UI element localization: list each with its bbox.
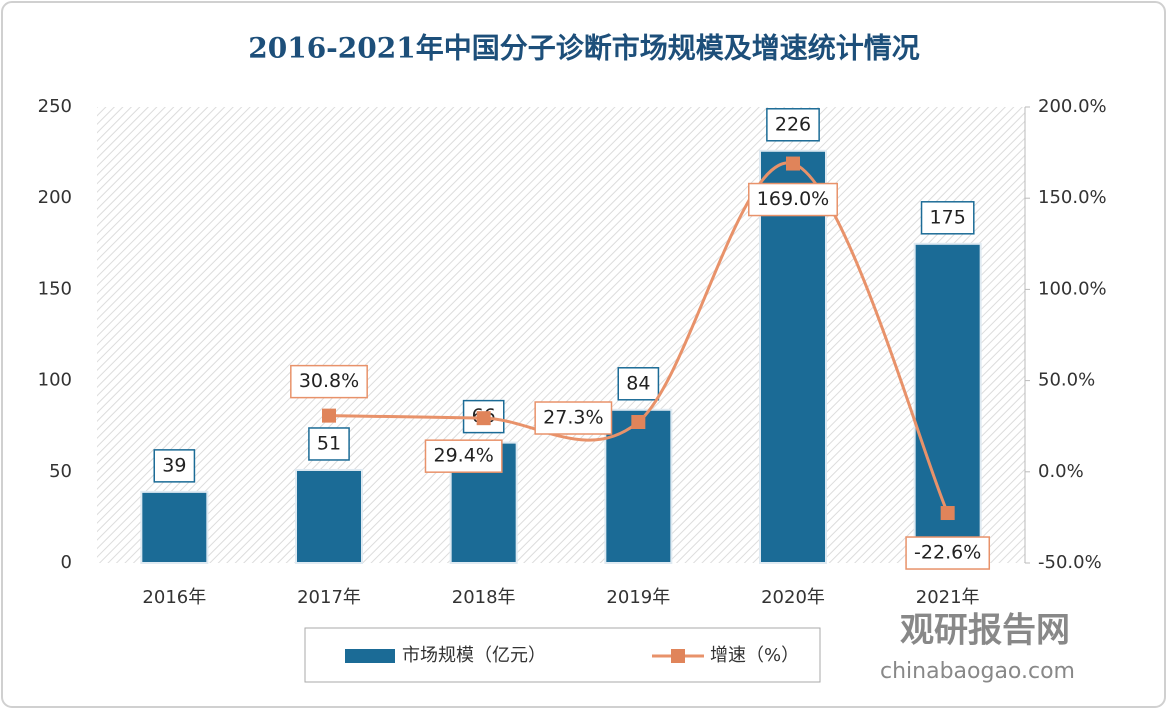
x-tick-label: 2016年 <box>142 587 206 608</box>
growth-value-label-group: -22.6% <box>905 536 991 570</box>
bar-value-label-group: 84 <box>617 367 660 401</box>
bar-value-label: 226 <box>775 113 811 135</box>
chart-title: 2016-2021年中国分子诊断市场规模及增速统计情况 <box>248 32 919 65</box>
plot-area <box>97 107 1025 563</box>
watermark-url: chinabaogao.com <box>880 659 1075 684</box>
bar-value-label: 84 <box>626 372 650 394</box>
legend-label: 市场规模（亿元） <box>402 645 546 666</box>
y-tick-label: 250 <box>38 96 72 117</box>
bar-value-label-group: 226 <box>766 108 820 142</box>
growth-marker <box>322 408 336 423</box>
y-tick-label: 0 <box>61 552 72 573</box>
bar-value-label-group: 51 <box>308 427 350 461</box>
y2-tick-label: 200.0% <box>1038 96 1107 117</box>
x-tick-label: 2017年 <box>297 587 361 608</box>
y-tick-label: 150 <box>38 278 72 299</box>
y2-tick-label: 100.0% <box>1038 278 1107 299</box>
growth-value-label-group: 30.8% <box>290 364 368 399</box>
growth-marker <box>786 156 800 171</box>
x-tick-label: 2020年 <box>761 587 825 608</box>
growth-value-label: 169.0% <box>757 188 829 210</box>
growth-value-label-group: 169.0% <box>748 182 838 217</box>
growth-value-label-box <box>424 439 503 473</box>
bar-value-label: 175 <box>930 206 966 228</box>
y2-tick-label: -50.0% <box>1038 552 1102 573</box>
growth-line <box>328 161 950 514</box>
y2-tick-label: 50.0% <box>1038 370 1095 391</box>
watermark-brand: 观研报告网 <box>900 611 1070 651</box>
growth-value-label-group: 29.4% <box>424 439 503 473</box>
growth-marker <box>940 506 955 521</box>
y-tick-label: 200 <box>38 187 72 208</box>
growth-value-label-box <box>905 536 991 570</box>
bar-value-label-group: 39 <box>153 449 196 483</box>
bar <box>759 149 827 564</box>
y-tick-label: 50 <box>49 461 72 482</box>
legend-label: 增速（%） <box>710 645 799 666</box>
bar-value-label-box <box>153 449 196 483</box>
growth-value-label-box <box>290 364 368 399</box>
y2-tick-label: 0.0% <box>1038 461 1084 482</box>
growth-value-label-box <box>748 182 838 217</box>
bar-value-label: 39 <box>162 454 186 476</box>
bar <box>140 490 209 565</box>
y2-tick-label: 150.0% <box>1038 187 1107 208</box>
growth-value-label: 27.3% <box>543 407 603 429</box>
x-tick-label: 2021年 <box>916 587 980 608</box>
legend-swatch-bar <box>345 649 395 663</box>
bar-value-label-box <box>766 108 820 142</box>
growth-value-label-group: 27.3% <box>534 401 613 435</box>
growth-value-label: 30.8% <box>299 370 359 392</box>
bar <box>604 408 673 564</box>
growth-value-label-box <box>534 401 613 435</box>
bar-value-label-box <box>617 367 660 401</box>
growth-marker <box>631 415 646 430</box>
bar-value-label-box <box>308 427 350 461</box>
bar-value-label: 51 <box>317 432 341 454</box>
bar-value-label-group: 175 <box>920 201 975 235</box>
x-tick-label: 2018年 <box>452 587 516 608</box>
growth-value-label: 29.4% <box>433 445 493 467</box>
y-tick-label: 100 <box>38 370 72 391</box>
bar-value-label-box <box>920 201 975 235</box>
bar <box>295 468 363 565</box>
legend-swatch-marker <box>671 649 685 663</box>
growth-value-label: -22.6% <box>914 542 981 564</box>
x-tick-label: 2019年 <box>606 587 670 608</box>
growth-marker <box>476 411 491 426</box>
